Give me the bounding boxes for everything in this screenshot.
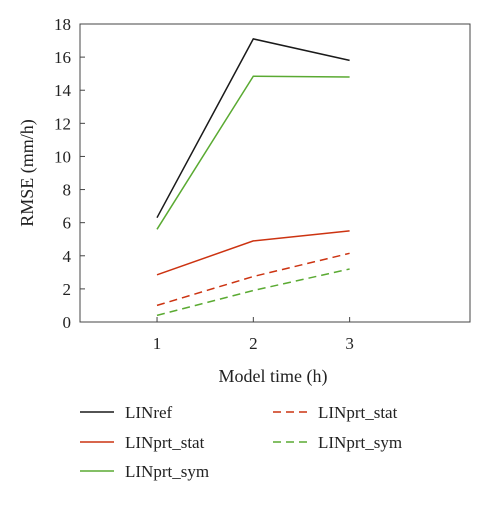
legend-item-linprt-stat-solid: LINprt_stat xyxy=(80,433,205,452)
y-tick-label: 12 xyxy=(54,114,71,133)
y-tick-label: 10 xyxy=(54,147,71,166)
legend: LINref LINprt_stat LINprt_sym LINprt_stat LI… xyxy=(80,403,402,481)
legend-label: LINprt_stat xyxy=(318,403,398,422)
series-line-linprt-sym-solid xyxy=(156,75,350,230)
y-tick-label: 4 xyxy=(63,247,72,266)
legend-label: LINref xyxy=(125,403,173,422)
x-tick-label: 3 xyxy=(345,334,354,353)
plot-area-frame xyxy=(79,23,471,323)
legend-item-linprt-sym-solid: LINprt_sym xyxy=(80,462,209,481)
y-axis-title: RMSE (mm/h) xyxy=(17,119,38,227)
legend-item-linref-solid: LINref xyxy=(80,403,173,422)
y-tick-label: 8 xyxy=(63,181,72,200)
legend-label: LINprt_sym xyxy=(125,462,209,481)
series-line-linprt-sym-dashed xyxy=(156,268,350,317)
series-line-linprt-stat-dashed xyxy=(156,252,350,307)
x-tick-label: 2 xyxy=(249,334,258,353)
y-tick-label: 16 xyxy=(54,48,71,67)
y-tick-label: 6 xyxy=(63,214,72,233)
legend-item-linprt-sym-dashed: LINprt_sym xyxy=(273,433,402,452)
x-tick-label: 1 xyxy=(153,334,162,353)
series-line-linref-solid xyxy=(156,38,350,219)
legend-label: LINprt_stat xyxy=(125,433,205,452)
y-tick-label: 2 xyxy=(63,280,72,299)
x-axis-title: Model time (h) xyxy=(219,366,328,387)
y-tick-label: 14 xyxy=(54,81,72,100)
legend-item-linprt-stat-dashed: LINprt_stat xyxy=(273,403,398,422)
legend-label: LINprt_sym xyxy=(318,433,402,452)
series-line-linprt-stat-solid xyxy=(156,230,350,276)
y-tick-label: 18 xyxy=(54,15,71,34)
y-tick-label: 0 xyxy=(63,313,72,332)
